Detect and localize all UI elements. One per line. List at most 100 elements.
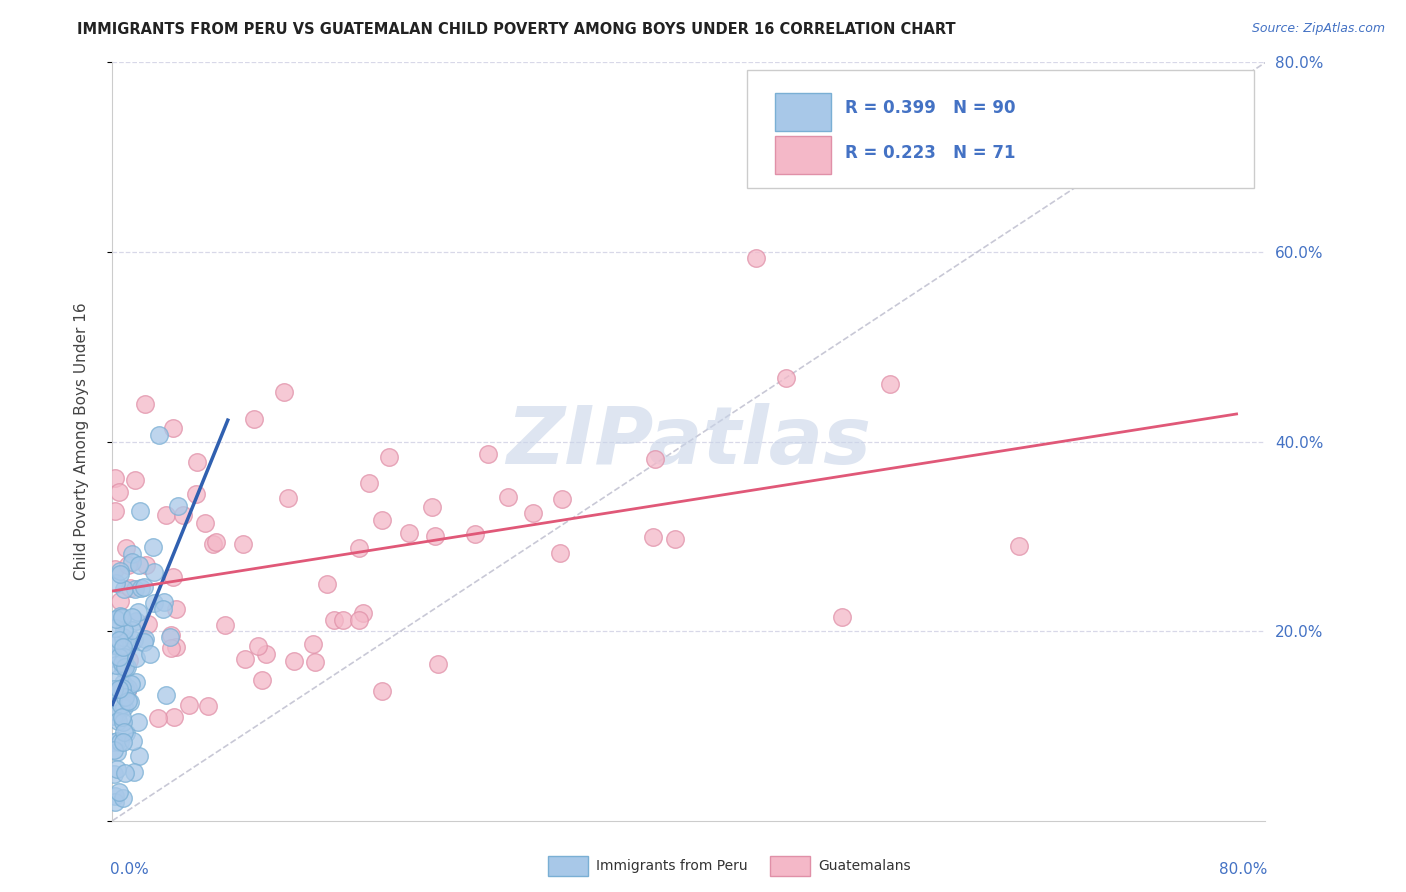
Point bbox=[103, 735, 125, 749]
Point bbox=[352, 606, 374, 620]
Point bbox=[108, 671, 131, 685]
Point bbox=[277, 491, 299, 506]
FancyBboxPatch shape bbox=[776, 136, 831, 174]
Point bbox=[111, 734, 134, 748]
Point bbox=[136, 616, 159, 631]
Point bbox=[115, 659, 138, 673]
Point bbox=[107, 685, 129, 699]
Text: IMMIGRANTS FROM PERU VS GUATEMALAN CHILD POVERTY AMONG BOYS UNDER 16 CORRELATION: IMMIGRANTS FROM PERU VS GUATEMALAN CHILD… bbox=[77, 22, 956, 37]
Point bbox=[426, 657, 449, 672]
Text: 0.0%: 0.0% bbox=[110, 863, 149, 878]
Point bbox=[108, 650, 131, 665]
Point bbox=[112, 725, 135, 739]
Point bbox=[186, 455, 208, 469]
Text: ZIPatlas: ZIPatlas bbox=[506, 402, 872, 481]
Point bbox=[114, 582, 136, 597]
Point bbox=[129, 582, 152, 596]
Point bbox=[115, 684, 138, 698]
Point bbox=[117, 558, 139, 572]
Point bbox=[110, 609, 132, 624]
Point bbox=[114, 690, 136, 705]
Point bbox=[107, 706, 129, 720]
Point bbox=[117, 694, 139, 708]
Point bbox=[103, 651, 125, 665]
Point bbox=[111, 681, 134, 695]
Point bbox=[103, 682, 125, 697]
Point bbox=[111, 630, 134, 644]
Point bbox=[243, 412, 266, 426]
Point bbox=[477, 446, 499, 460]
Point bbox=[112, 630, 135, 644]
Point bbox=[111, 656, 134, 670]
Point bbox=[422, 500, 444, 514]
Point bbox=[522, 506, 544, 520]
Point bbox=[548, 546, 571, 560]
Point bbox=[115, 726, 138, 740]
Point bbox=[398, 526, 420, 541]
Point bbox=[148, 428, 170, 442]
Point bbox=[104, 504, 127, 518]
Point bbox=[120, 677, 142, 691]
Point bbox=[425, 529, 447, 543]
Point bbox=[197, 698, 219, 713]
Point bbox=[108, 567, 131, 582]
Point bbox=[214, 618, 236, 632]
Point bbox=[112, 640, 135, 655]
Point bbox=[103, 767, 125, 781]
Point bbox=[111, 610, 134, 624]
Point bbox=[323, 614, 346, 628]
Point bbox=[155, 688, 177, 702]
Point bbox=[378, 450, 401, 464]
Point bbox=[194, 516, 217, 530]
Point bbox=[112, 790, 135, 805]
Point bbox=[104, 789, 127, 804]
Point bbox=[124, 582, 146, 596]
Point bbox=[167, 499, 190, 513]
Point bbox=[118, 582, 141, 596]
Point bbox=[370, 683, 392, 698]
Point bbox=[129, 504, 152, 518]
Point bbox=[232, 537, 254, 551]
Point bbox=[115, 639, 138, 653]
Text: Guatemalans: Guatemalans bbox=[818, 859, 911, 873]
Point bbox=[644, 452, 666, 467]
Point bbox=[121, 547, 143, 561]
Point bbox=[283, 654, 305, 668]
Point bbox=[233, 652, 256, 666]
Point bbox=[148, 711, 170, 725]
Point bbox=[247, 639, 270, 653]
Text: Immigrants from Peru: Immigrants from Peru bbox=[596, 859, 748, 873]
Point bbox=[111, 676, 134, 690]
Point bbox=[159, 630, 181, 644]
Point bbox=[118, 695, 141, 709]
Point bbox=[641, 530, 664, 544]
Point bbox=[117, 681, 139, 695]
Point bbox=[302, 637, 325, 651]
Point bbox=[103, 709, 125, 723]
Point bbox=[108, 682, 131, 697]
Point bbox=[316, 576, 339, 591]
Point bbox=[134, 397, 156, 411]
Point bbox=[111, 611, 134, 625]
Point bbox=[304, 656, 326, 670]
Point bbox=[775, 371, 797, 385]
Text: Source: ZipAtlas.com: Source: ZipAtlas.com bbox=[1251, 22, 1385, 36]
Point bbox=[122, 765, 145, 780]
Point bbox=[107, 714, 129, 728]
Point bbox=[184, 487, 207, 501]
Point bbox=[114, 765, 136, 780]
Point bbox=[160, 640, 183, 655]
Point bbox=[125, 615, 148, 629]
Point bbox=[112, 661, 135, 675]
Point bbox=[121, 610, 143, 624]
Point bbox=[550, 491, 572, 506]
Point bbox=[112, 624, 135, 638]
Point bbox=[103, 639, 125, 653]
Text: R = 0.399   N = 90: R = 0.399 N = 90 bbox=[845, 99, 1015, 117]
Point bbox=[371, 513, 394, 527]
Point bbox=[121, 623, 143, 637]
Point bbox=[105, 575, 128, 590]
Y-axis label: Child Poverty Among Boys Under 16: Child Poverty Among Boys Under 16 bbox=[75, 302, 89, 581]
Point bbox=[152, 602, 174, 616]
Point bbox=[114, 634, 136, 648]
